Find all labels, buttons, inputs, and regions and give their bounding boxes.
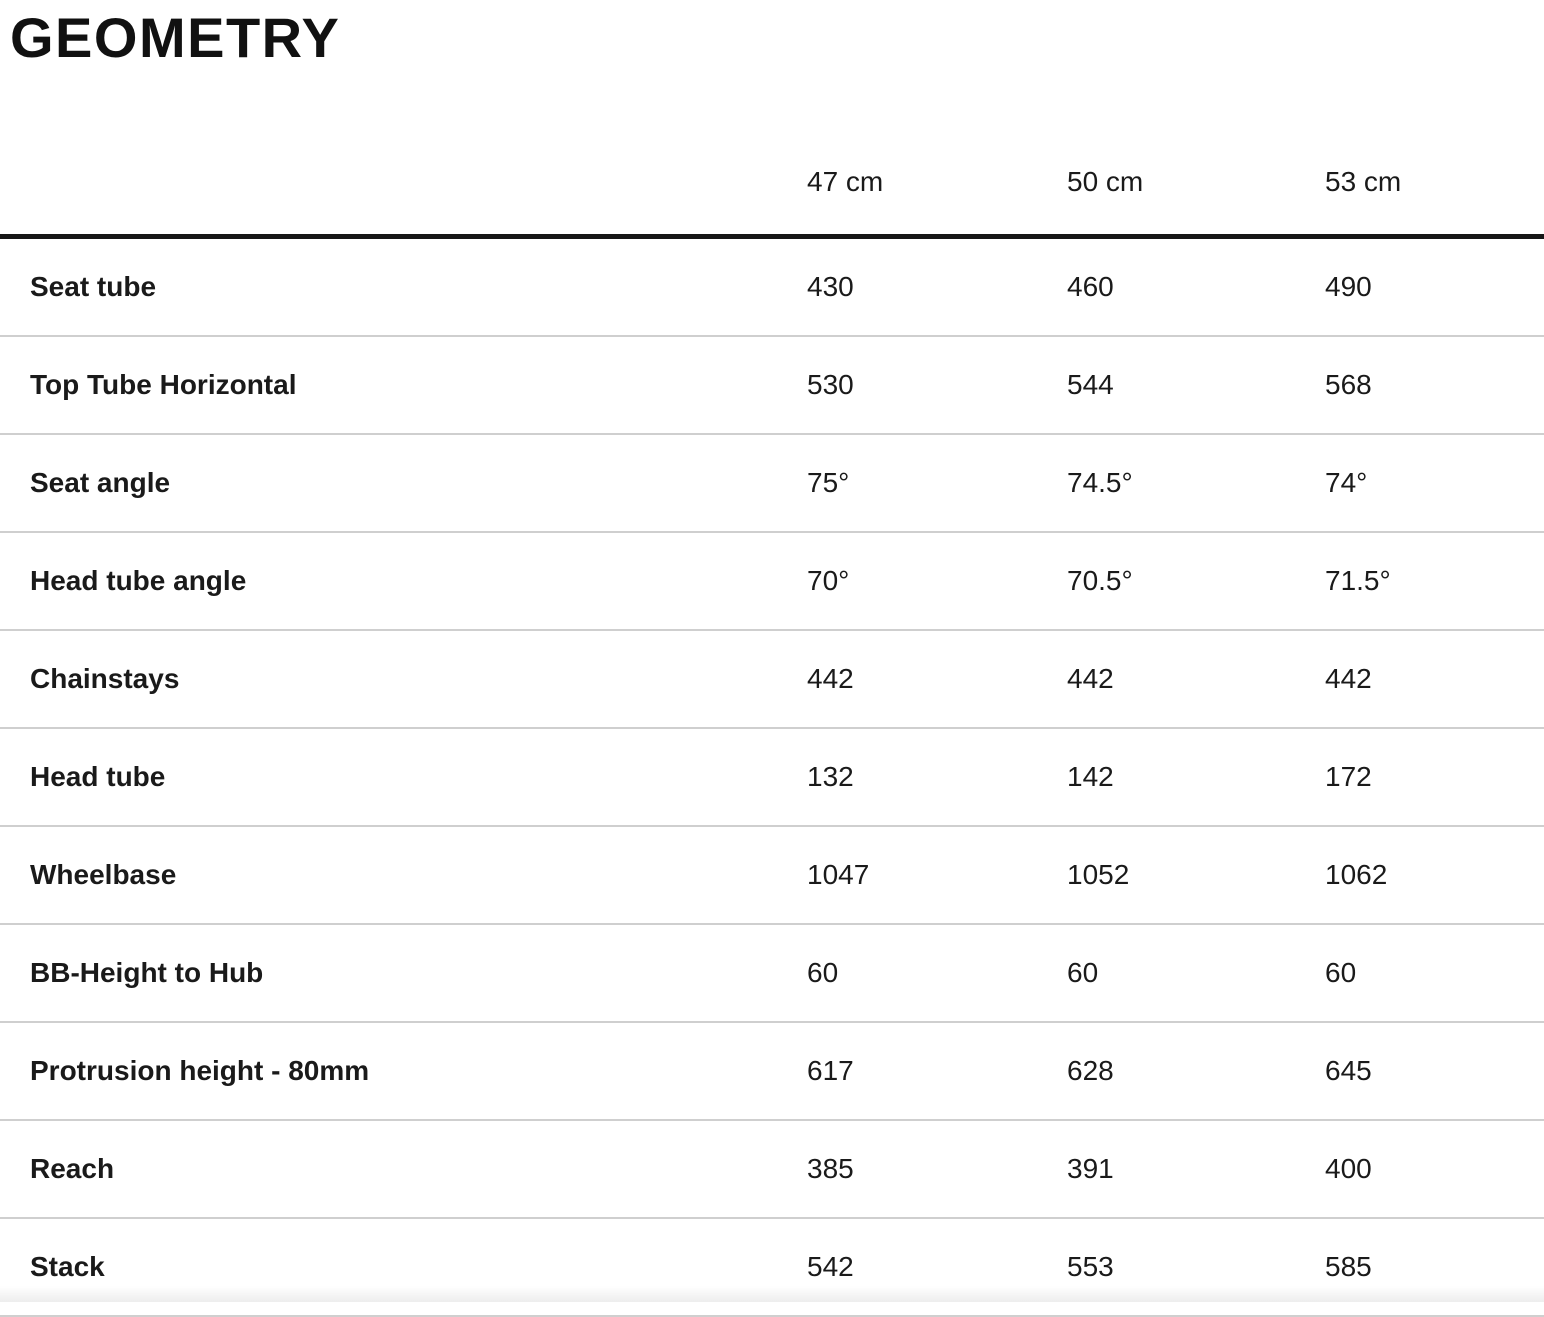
cell-value: 70.5° — [1067, 565, 1133, 597]
cell-value: 70° — [807, 565, 850, 597]
row-label: BB-Height to Hub — [30, 957, 264, 989]
table-row: Protrusion height - 80mm 617 628 645 — [0, 1022, 1544, 1121]
cell-value: 430 — [807, 271, 854, 303]
row-label: Seat angle — [30, 467, 171, 499]
table-row: Head tube 132 142 172 — [0, 728, 1544, 827]
table-body: Seat tube 430 460 490 Top Tube Horizontal 530… — [0, 237, 1544, 1317]
table-row: Reach 385 391 400 — [0, 1120, 1544, 1219]
cell-value: 544 — [1067, 369, 1114, 401]
row-label: Protrusion height - 80mm — [30, 1055, 370, 1087]
page-title: GEOMETRY — [10, 6, 341, 69]
cell-value: 585 — [1325, 1251, 1372, 1283]
cell-value: 1052 — [1067, 859, 1130, 891]
row-label: Wheelbase — [30, 859, 177, 891]
cell-value: 553 — [1067, 1251, 1114, 1283]
cell-value: 542 — [807, 1251, 854, 1283]
cell-value: 385 — [807, 1153, 854, 1185]
table-row: Head tube angle 70° 70.5° 71.5° — [0, 532, 1544, 631]
geometry-section: GEOMETRY 47 cm 50 cm 53 cm Seat tube 430 460… — [0, 6, 1544, 1317]
table-row: Seat angle 75° 74.5° 74° — [0, 434, 1544, 533]
row-label: Reach — [30, 1153, 115, 1185]
cell-value: 142 — [1067, 761, 1114, 793]
cell-value: 1047 — [807, 859, 870, 891]
cell-value: 75° — [807, 467, 850, 499]
row-label: Head tube — [30, 761, 166, 793]
table-row: Stack 542 553 585 — [0, 1218, 1544, 1317]
cell-value: 568 — [1325, 369, 1372, 401]
cell-value: 71.5° — [1325, 565, 1391, 597]
row-label: Top Tube Horizontal — [30, 369, 297, 401]
table-row: BB-Height to Hub 60 60 60 — [0, 924, 1544, 1023]
cell-value: 645 — [1325, 1055, 1372, 1087]
cell-value: 1062 — [1325, 859, 1388, 891]
cell-value: 490 — [1325, 271, 1372, 303]
table-row: Wheelbase 1047 1052 1062 — [0, 826, 1544, 925]
cell-value: 74.5° — [1067, 467, 1133, 499]
column-header: 53 cm — [1325, 70, 1544, 240]
cell-value: 60 — [807, 957, 839, 989]
cell-value: 60 — [1325, 957, 1357, 989]
header-empty-cell — [0, 70, 807, 240]
column-header: 50 cm — [1067, 70, 1325, 240]
cell-value: 74° — [1325, 467, 1368, 499]
table-row: Seat tube 430 460 490 — [0, 237, 1544, 337]
row-label: Stack — [30, 1251, 105, 1283]
cell-value: 132 — [807, 761, 854, 793]
row-label: Head tube angle — [30, 565, 247, 597]
cell-value: 442 — [1067, 663, 1114, 695]
table-row: Chainstays 442 442 442 — [0, 630, 1544, 729]
cell-value: 460 — [1067, 271, 1114, 303]
cell-value: 172 — [1325, 761, 1372, 793]
cell-value: 60 — [1067, 957, 1099, 989]
cell-value: 391 — [1067, 1153, 1114, 1185]
row-label: Chainstays — [30, 663, 180, 695]
row-label: Seat tube — [30, 271, 157, 303]
cell-value: 442 — [1325, 663, 1372, 695]
geometry-table: 47 cm 50 cm 53 cm Seat tube 430 460 490 Top Tu… — [0, 70, 1544, 1317]
cell-value: 530 — [807, 369, 854, 401]
cell-value: 628 — [1067, 1055, 1114, 1087]
cell-value: 442 — [807, 663, 854, 695]
cell-value: 617 — [807, 1055, 854, 1087]
cell-value: 400 — [1325, 1153, 1372, 1185]
column-header: 47 cm — [807, 70, 1067, 240]
table-row: Top Tube Horizontal 530 544 568 — [0, 336, 1544, 435]
table-header-row: 47 cm 50 cm 53 cm — [0, 70, 1544, 240]
